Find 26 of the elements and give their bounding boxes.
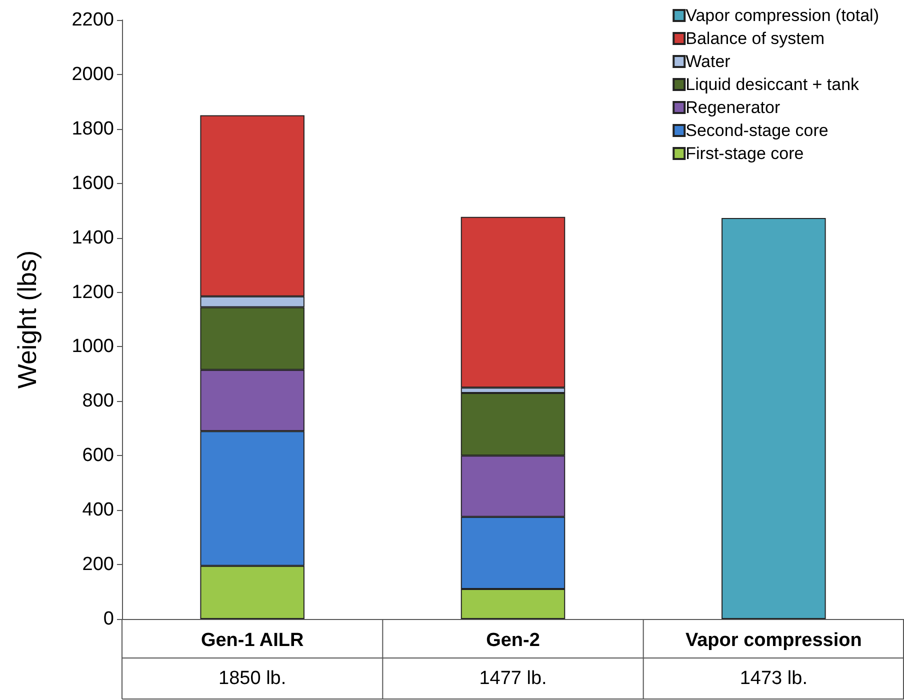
y-axis-title: Weight (lbs)	[12, 250, 42, 389]
x-tick-label: Vapor compression	[685, 630, 862, 651]
y-tick-label: 1800	[72, 118, 114, 140]
y-tick-label: 600	[82, 445, 114, 466]
legend-label: Liquid desiccant + tank	[686, 75, 860, 94]
y-tick-label: 2000	[72, 64, 114, 85]
total-label: 1473 lb.	[740, 668, 808, 689]
y-tick-label: 0	[103, 608, 114, 630]
total-label: 1850 lb.	[218, 668, 286, 689]
legend-label: First-stage core	[686, 144, 804, 163]
legend-label: Water	[686, 52, 731, 71]
legend-label: Vapor compression (total)	[686, 6, 879, 25]
y-tick-label: 1400	[72, 227, 114, 248]
legend-label: Balance of system	[686, 29, 825, 48]
y-tick-label: 800	[82, 390, 114, 412]
x-tick-label: Gen-2	[486, 630, 540, 651]
legend-label: Regenerator	[686, 98, 780, 117]
y-tick-label: 2200	[72, 10, 114, 30]
y-tick-label: 400	[82, 500, 114, 521]
total-label: 1477 lb.	[479, 668, 547, 689]
y-tick-label: 1600	[72, 172, 114, 194]
legend-label: Second-stage core	[686, 121, 828, 140]
y-tick-label: 1000	[72, 336, 114, 358]
x-tick-label: Gen-1 AILR	[200, 630, 304, 651]
y-tick-label: 1200	[72, 282, 114, 303]
y-tick-label: 200	[82, 554, 114, 576]
